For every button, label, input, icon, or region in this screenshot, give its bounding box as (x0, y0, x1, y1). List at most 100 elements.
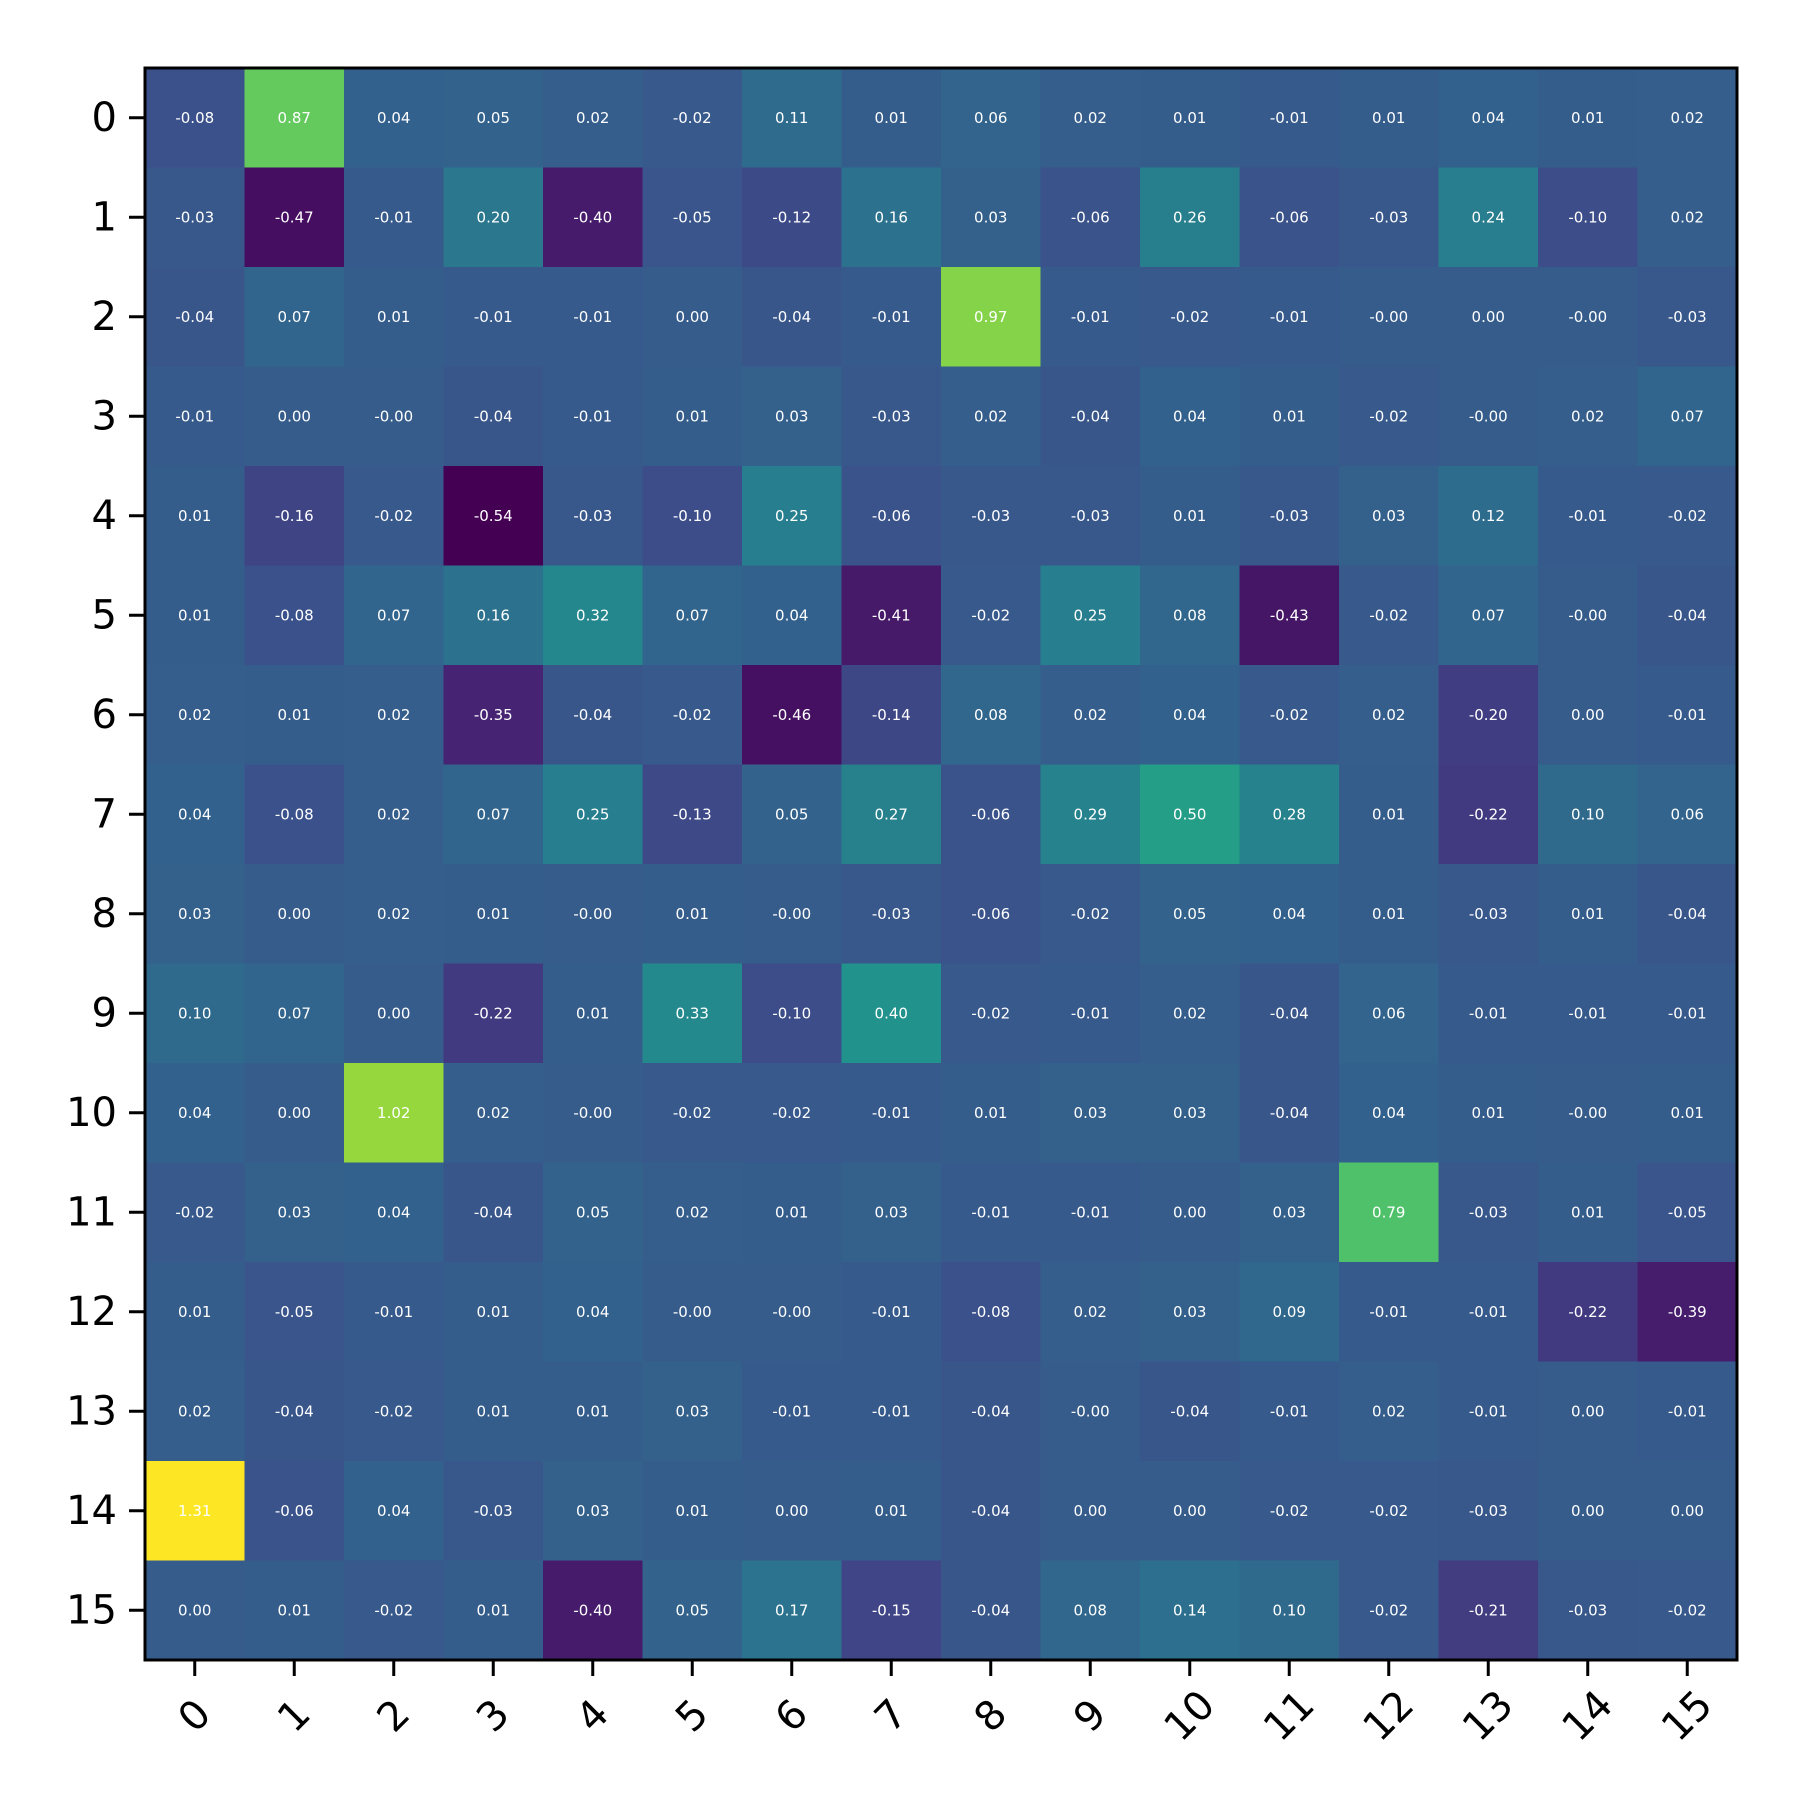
heatmap-cell (841, 167, 942, 268)
cell-value-label: 0.97 (974, 308, 1007, 326)
heatmap-cell (1140, 1361, 1241, 1462)
heatmap-cell (145, 267, 246, 368)
cell-value-label: 0.02 (1074, 706, 1107, 724)
cell-value-label: -0.12 (772, 208, 811, 226)
heatmap-cell (1637, 665, 1738, 766)
heatmap-cell (742, 267, 843, 368)
heatmap-cell (244, 565, 345, 666)
heatmap-cell (642, 68, 743, 169)
heatmap-cell (1339, 366, 1440, 467)
heatmap-cell (941, 466, 1042, 567)
cell-value-label: 0.01 (477, 1601, 510, 1619)
heatmap-cell (543, 565, 644, 666)
cell-value-label: -0.01 (1071, 308, 1110, 326)
heatmap-cell (344, 1560, 445, 1661)
heatmap-cell (344, 68, 445, 169)
heatmap-cell (145, 565, 246, 666)
cell-value-label: -0.00 (772, 1303, 811, 1321)
cell-value-label: 0.10 (1273, 1601, 1306, 1619)
heatmap-cell (742, 167, 843, 268)
heatmap-cell (742, 366, 843, 467)
cell-value-label: -0.35 (474, 706, 513, 724)
cell-value-label: -0.01 (1568, 507, 1607, 525)
heatmap-cell (543, 764, 644, 865)
y-tick-label: 2 (92, 294, 117, 340)
cell-value-label: -0.02 (175, 1203, 214, 1221)
cell-value-label: 0.02 (974, 407, 1007, 425)
cell-value-label: -0.39 (1668, 1303, 1707, 1321)
heatmap-cell (1538, 1461, 1639, 1562)
heatmap-cell (941, 68, 1042, 169)
heatmap-cell (1438, 68, 1539, 169)
heatmap-cell (1339, 1262, 1440, 1363)
heatmap-cell (244, 764, 345, 865)
heatmap-cell (941, 764, 1042, 865)
cell-value-label: -0.47 (275, 208, 314, 226)
heatmap-cell (1040, 167, 1141, 268)
heatmap-cell (1040, 1461, 1141, 1562)
heatmap-cell (1140, 68, 1241, 169)
heatmap-cell (244, 1162, 345, 1263)
y-tick-label: 0 (92, 95, 117, 141)
heatmap-cell (1438, 1162, 1539, 1263)
heatmap-cell (443, 167, 544, 268)
heatmap-cell (344, 963, 445, 1064)
heatmap-cell (1239, 963, 1340, 1064)
cell-value-label: 0.03 (974, 208, 1007, 226)
cell-value-label: 0.01 (278, 1601, 311, 1619)
cell-value-label: -0.02 (1270, 1502, 1309, 1520)
heatmap-cell (1040, 1063, 1141, 1164)
cell-value-label: 0.25 (1074, 606, 1107, 624)
cell-value-label: -0.05 (1668, 1203, 1707, 1221)
cell-value-label: -0.04 (474, 1203, 513, 1221)
heatmap-cell (145, 366, 246, 467)
cell-value-label: -0.01 (474, 308, 513, 326)
heatmap-cell (1438, 1461, 1539, 1562)
heatmap-cell (642, 864, 743, 965)
cell-value-label: -0.02 (1369, 606, 1408, 624)
cell-value-label: -0.02 (374, 507, 413, 525)
heatmap-cell (941, 267, 1042, 368)
heatmap-cell (1040, 1262, 1141, 1363)
cell-value-label: -0.03 (474, 1502, 513, 1520)
cell-value-label: -0.14 (872, 706, 911, 724)
cell-value-label: -0.06 (275, 1502, 314, 1520)
cell-value-label: -0.01 (1469, 1303, 1508, 1321)
heatmap-cell (1239, 366, 1340, 467)
cell-value-label: 0.07 (278, 1004, 311, 1022)
cell-value-label: -0.08 (275, 805, 314, 823)
cell-value-label: 0.01 (178, 606, 211, 624)
cell-value-label: 0.04 (178, 1104, 211, 1122)
cell-value-label: 0.00 (676, 308, 709, 326)
heatmap-cell (1637, 565, 1738, 666)
cell-value-label: -0.04 (1071, 407, 1110, 425)
cell-value-label: 0.11 (775, 109, 808, 127)
cell-value-label: -0.04 (275, 1402, 314, 1420)
heatmap-cell (841, 1262, 942, 1363)
cell-value-label: -0.01 (1668, 1004, 1707, 1022)
cell-value-label: -0.03 (971, 507, 1010, 525)
cell-value-label: 0.10 (1571, 805, 1604, 823)
cell-value-label: 0.25 (576, 805, 609, 823)
cell-value-label: -0.54 (474, 507, 513, 525)
heatmap-cell (1438, 864, 1539, 965)
heatmap-cell (941, 963, 1042, 1064)
cell-value-label: 0.05 (1173, 905, 1206, 923)
cell-value-label: -0.08 (971, 1303, 1010, 1321)
heatmap-cell (543, 68, 644, 169)
cell-value-label: 0.07 (1472, 606, 1505, 624)
cell-value-label: 0.02 (1074, 1303, 1107, 1321)
heatmap-cell (642, 764, 743, 865)
heatmap-cell (1339, 665, 1440, 766)
heatmap-cell (1637, 864, 1738, 965)
heatmap-cell (841, 267, 942, 368)
cell-value-label: -0.10 (1568, 208, 1607, 226)
cell-value-label: 0.00 (178, 1601, 211, 1619)
cell-value-label: -0.40 (573, 1601, 612, 1619)
cell-value-label: 0.02 (576, 109, 609, 127)
heatmap-cell (1538, 1361, 1639, 1462)
cell-value-label: 0.01 (676, 905, 709, 923)
cell-value-label: -0.06 (872, 507, 911, 525)
heatmap-cell (145, 1162, 246, 1263)
cell-value-label: -0.01 (1270, 308, 1309, 326)
